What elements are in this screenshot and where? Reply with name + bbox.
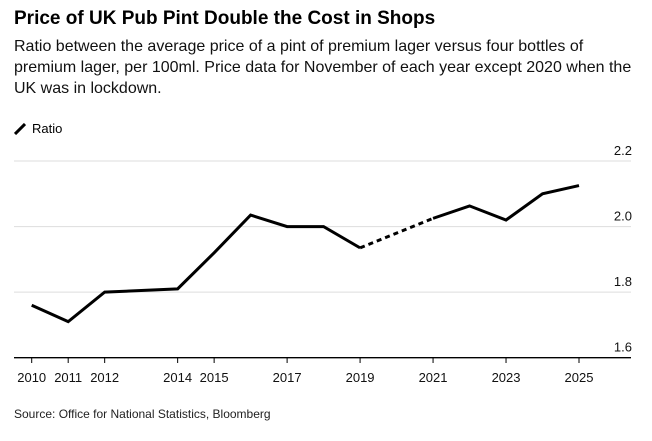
y-tick-label: 1.8 [614,274,632,289]
x-tick-label: 2014 [163,370,192,385]
ratio-line [31,213,361,324]
x-tick-label: 2015 [200,370,229,385]
ratio-line [432,184,580,222]
y-tick-label: 1.6 [614,340,632,355]
source-note: Source: Office for National Statistics, … [14,407,271,421]
x-tick-label: 2010 [17,370,46,385]
x-tick-label: 2012 [90,370,119,385]
ratio-gap-dashed-line [359,216,434,250]
x-tick-label: 2025 [565,370,594,385]
y-tick-label: 2.0 [614,209,632,224]
y-tick-label: 2.2 [614,143,632,158]
x-tick-label: 2023 [492,370,521,385]
chart-title: Price of UK Pub Pint Double the Cost in … [14,8,436,29]
x-tick-label: 2019 [346,370,375,385]
legend-label: Ratio [32,121,63,136]
legend: Ratio [14,121,62,136]
x-tick-label: 2011 [54,370,82,385]
x-tick-label: 2021 [419,370,448,385]
line-legend-icon [14,122,26,135]
chart-subtitle: Ratio between the average price of a pin… [14,38,632,97]
x-tick-label: 2017 [273,370,302,385]
